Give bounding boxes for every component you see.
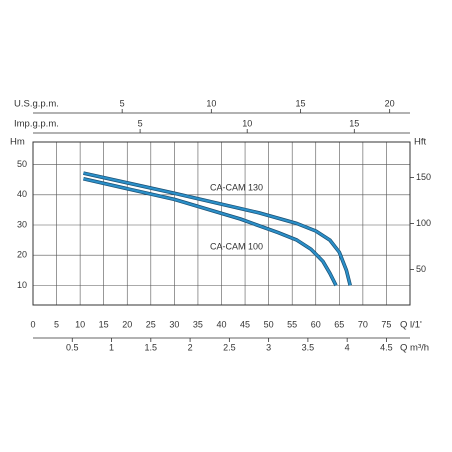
secondary-tick-label: 2 xyxy=(188,342,193,352)
secondary-tick-label: 5 xyxy=(120,98,125,108)
y2-tick-label: 50 xyxy=(416,264,426,274)
y-axis-title: Hm xyxy=(10,137,25,148)
x-tick-label: 0 xyxy=(30,319,35,329)
secondary-tick-label: 3.5 xyxy=(302,342,315,352)
y-tick-label: 30 xyxy=(17,219,27,229)
secondary-tick-label: 1 xyxy=(109,342,114,352)
x-tick-label: 55 xyxy=(287,319,297,329)
secondary-tick-label: 10 xyxy=(242,118,252,128)
secondary-axis-title: Q m³/h xyxy=(400,343,429,354)
x-tick-label: 65 xyxy=(334,319,344,329)
y-tick-label: 50 xyxy=(17,159,27,169)
secondary-tick-label: 10 xyxy=(206,98,216,108)
x-tick-label: 50 xyxy=(264,319,274,329)
secondary-tick-label: 2.5 xyxy=(223,342,236,352)
x-tick-label: 25 xyxy=(146,319,156,329)
secondary-axis-title: U.S.g.p.m. xyxy=(14,99,59,110)
secondary-tick-label: 1.5 xyxy=(145,342,158,352)
x-tick-label: 35 xyxy=(193,319,203,329)
x-axis-title: Q l/1' xyxy=(400,320,422,331)
y2-tick-label: 100 xyxy=(416,218,431,228)
x-tick-label: 5 xyxy=(54,319,59,329)
x-tick-label: 20 xyxy=(122,319,132,329)
secondary-tick-label: 4 xyxy=(345,342,350,352)
x-tick-label: 40 xyxy=(216,319,226,329)
y2-axis-title: Hft xyxy=(414,137,427,148)
plot-frame xyxy=(32,141,411,306)
secondary-tick-label: 5 xyxy=(138,118,143,128)
curve xyxy=(83,172,352,286)
y-tick-label: 20 xyxy=(17,250,27,260)
x-tick-label: 75 xyxy=(381,319,391,329)
series-label: CA-CAM 130 xyxy=(210,182,263,192)
secondary-tick-label: 15 xyxy=(349,118,359,128)
series-label: CA-CAM 100 xyxy=(210,241,263,251)
y-tick-label: 40 xyxy=(17,189,27,199)
x-tick-label: 60 xyxy=(311,319,321,329)
secondary-tick-label: 3 xyxy=(266,342,271,352)
secondary-tick-label: 20 xyxy=(385,98,395,108)
y-tick-label: 10 xyxy=(17,280,27,290)
curve xyxy=(83,177,337,286)
secondary-tick-label: 15 xyxy=(295,98,305,108)
x-tick-label: 15 xyxy=(99,319,109,329)
secondary-tick-label: 4.5 xyxy=(380,342,393,352)
x-tick-label: 70 xyxy=(358,319,368,329)
x-tick-label: 10 xyxy=(75,319,85,329)
secondary-tick-label: 0.5 xyxy=(66,342,79,352)
x-tick-label: 45 xyxy=(240,319,250,329)
x-tick-label: 30 xyxy=(169,319,179,329)
y2-tick-label: 150 xyxy=(416,172,431,182)
secondary-axis-title: Imp.g.p.m. xyxy=(14,119,59,130)
